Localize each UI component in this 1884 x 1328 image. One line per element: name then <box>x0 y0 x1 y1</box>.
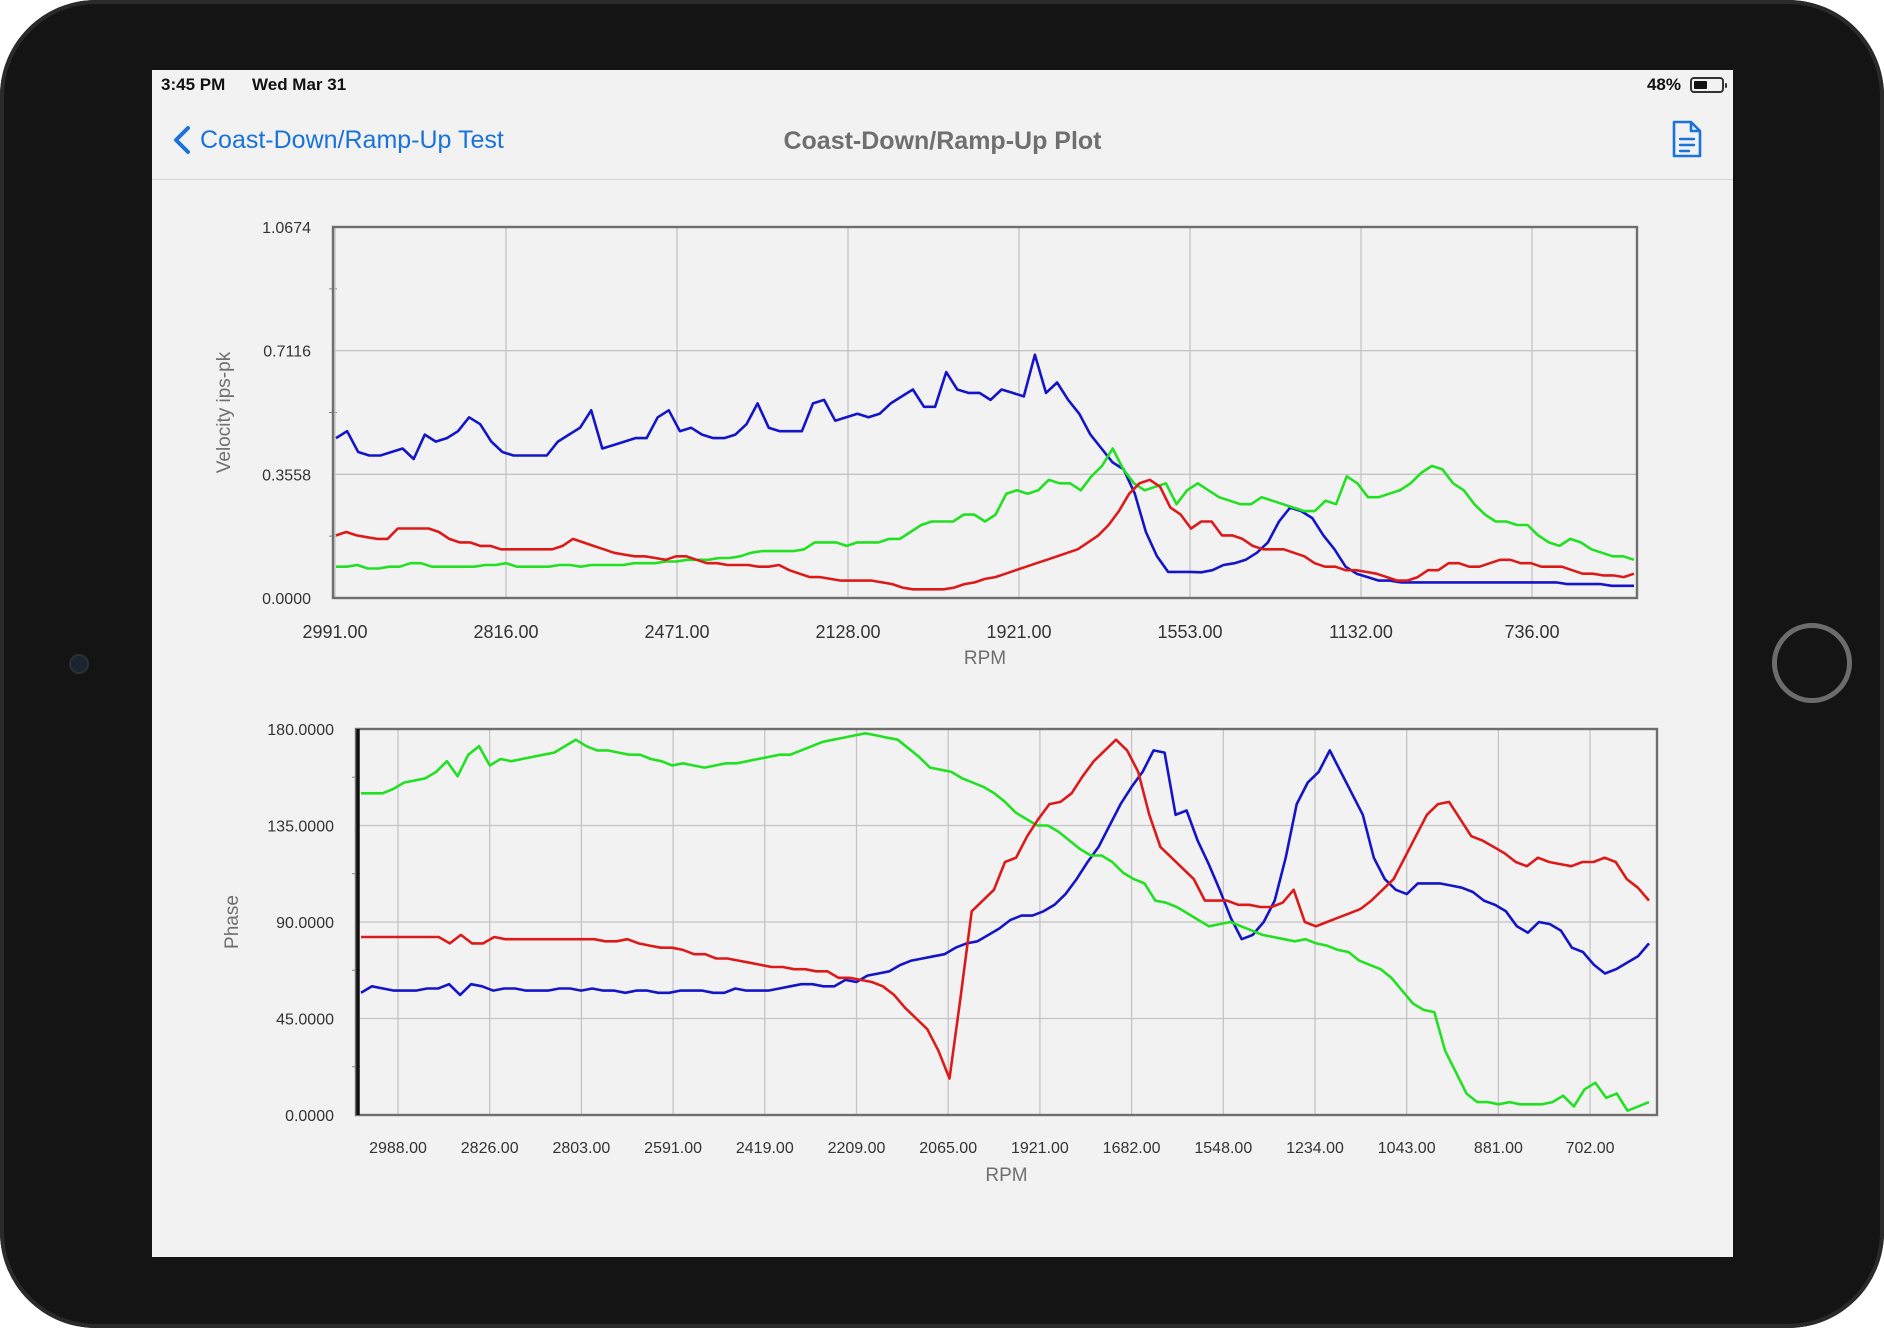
phase-x-tick-label: 1234.00 <box>1286 1140 1344 1157</box>
phase-x-tick-label: 2803.00 <box>552 1140 610 1157</box>
phase-x-tick-label: 702.00 <box>1566 1140 1615 1157</box>
velocity-y-tick-label: 0.3558 <box>262 467 311 484</box>
phase-y-tick-label: 90.0000 <box>276 915 334 932</box>
phase-x-tick-label: 2988.00 <box>369 1140 427 1157</box>
phase-x-tick-label: 2209.00 <box>828 1140 886 1157</box>
velocity-x-tick-label: 2816.00 <box>473 622 538 642</box>
charts-area: 0.0000 0.3558 0.7116 1.0674 2991.00 2816.00 24… <box>214 220 1659 1186</box>
phase-series-blue <box>360 749 1650 997</box>
velocity-x-tick-label: 1921.00 <box>986 622 1051 642</box>
phase-x-tick-label: 1548.00 <box>1194 1140 1252 1157</box>
phase-plot-frame <box>354 727 1659 1117</box>
phase-x-tick-label: 1682.00 <box>1103 1140 1161 1157</box>
velocity-plot-frame <box>331 225 1639 600</box>
phase-y-tick-label: 45.0000 <box>276 1012 334 1029</box>
page-title: Coast-Down/Ramp-Up Plot <box>783 127 1102 155</box>
camera-icon <box>71 656 87 672</box>
velocity-y-tick-label: 0.7116 <box>263 344 311 361</box>
phase-x-tick-label: 881.00 <box>1474 1140 1523 1157</box>
app-screen: 3:45 PM Wed Mar 31 48% Coast-Down/Ramp-U… <box>152 70 1733 1257</box>
phase-series-green <box>361 731 1650 1112</box>
status-date: Wed Mar 31 <box>252 75 347 94</box>
chevron-left-icon <box>174 126 190 154</box>
velocity-x-tick-label: 736.00 <box>1504 622 1559 642</box>
phase-x-tick-label: 1921.00 <box>1011 1140 1069 1157</box>
navigation-bar: Coast-Down/Ramp-Up Test Coast-Down/Ramp-… <box>152 102 1733 180</box>
phase-x-axis-label: RPM <box>985 1165 1027 1186</box>
velocity-x-axis-label: RPM <box>964 648 1006 669</box>
back-button-label: Coast-Down/Ramp-Up Test <box>200 125 504 154</box>
phase-x-tick-label: 2826.00 <box>461 1140 519 1157</box>
phase-y-tick-label: 0.0000 <box>285 1108 334 1125</box>
velocity-x-tick-label: 1132.00 <box>1329 622 1393 642</box>
document-icon[interactable] <box>1671 119 1703 159</box>
phase-x-tick-label: 2419.00 <box>736 1140 794 1157</box>
battery-icon <box>1690 77 1727 93</box>
velocity-x-tick-label: 2991.00 <box>302 622 367 642</box>
phase-y-axis-label: Phase <box>222 895 243 949</box>
velocity-y-tick-label: 1.0674 <box>262 220 311 237</box>
velocity-series-blue <box>335 353 1634 588</box>
home-button[interactable] <box>1772 623 1852 703</box>
velocity-y-tick-label: 0.0000 <box>262 591 311 608</box>
velocity-x-tick-label: 2128.00 <box>815 622 880 642</box>
velocity-x-tick-label: 1553.00 <box>1157 622 1222 642</box>
velocity-series-green <box>336 447 1635 570</box>
velocity-series-red <box>335 478 1635 591</box>
battery-percent: 48% <box>1646 75 1681 94</box>
back-button[interactable]: Coast-Down/Ramp-Up Test <box>170 122 504 158</box>
phase-x-tick-label: 1043.00 <box>1378 1140 1436 1157</box>
velocity-x-tick-label: 2471.00 <box>644 622 709 642</box>
phase-series-red <box>361 738 1650 1080</box>
velocity-plot-area <box>333 227 1637 598</box>
status-bar: 3:45 PM Wed Mar 31 48% <box>152 70 1733 100</box>
phase-x-tick-label: 2591.00 <box>644 1140 702 1157</box>
phase-y-tick-label: 180.0000 <box>267 722 334 739</box>
phase-x-tick-label: 2065.00 <box>919 1140 977 1157</box>
status-time: 3:45 PM <box>161 75 226 94</box>
phase-y-tick-label: 135.0000 <box>267 819 334 836</box>
velocity-chart: 0.0000 0.3558 0.7116 1.0674 2991.00 2816.00 24… <box>214 220 1639 669</box>
velocity-y-axis-label: Velocity ips-pk <box>214 351 235 473</box>
phase-chart: 0.0000 45.0000 90.0000 135.0000 180.0000 2988… <box>222 722 1659 1186</box>
